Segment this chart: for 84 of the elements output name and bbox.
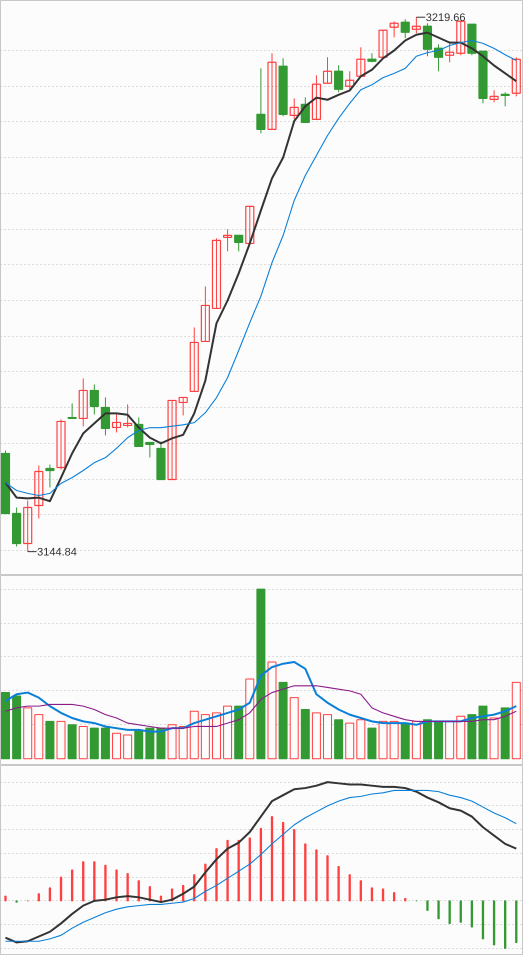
bar	[256, 588, 266, 760]
candlestick	[112, 414, 122, 433]
bar	[378, 720, 388, 760]
bar	[267, 662, 276, 760]
bar	[323, 714, 332, 760]
bar	[90, 728, 99, 760]
candlestick	[267, 52, 277, 130]
bar	[212, 712, 221, 760]
bar	[456, 716, 466, 760]
bar	[434, 720, 444, 760]
candlestick	[345, 70, 354, 91]
bar	[134, 729, 144, 760]
bar	[12, 695, 22, 760]
bar	[467, 714, 476, 760]
bar	[400, 722, 410, 760]
candlestick	[123, 404, 132, 428]
candlestick	[45, 464, 55, 488]
candlestick	[422, 22, 432, 57]
candlestick	[500, 92, 510, 107]
candlestick	[256, 68, 266, 134]
candlestick	[34, 465, 44, 519]
bar	[78, 726, 88, 760]
bar	[245, 678, 254, 760]
candlestick	[90, 384, 99, 415]
candlestick	[56, 418, 66, 470]
bar	[312, 712, 321, 760]
bar	[23, 707, 32, 760]
candlestick	[290, 98, 299, 120]
candlestick	[489, 90, 499, 103]
bar	[356, 719, 366, 760]
bar	[168, 724, 177, 760]
candlestick	[222, 228, 232, 252]
bar	[412, 720, 421, 760]
bar	[56, 720, 66, 760]
candlestick	[234, 234, 244, 252]
candlestick	[200, 286, 210, 342]
bar	[234, 706, 244, 760]
candlestick	[378, 30, 388, 58]
candlestick	[322, 56, 332, 84]
candlestick	[434, 44, 444, 72]
bar	[478, 706, 488, 760]
bar	[190, 710, 199, 760]
candlestick	[412, 16, 421, 34]
bar	[100, 728, 110, 760]
candlestick	[190, 326, 199, 392]
bar	[300, 709, 310, 760]
candlestick	[145, 442, 154, 458]
bar	[367, 728, 376, 760]
annotation: 3219.66	[426, 12, 466, 24]
bar	[512, 682, 521, 760]
candlestick	[23, 500, 32, 552]
candlestick	[245, 206, 254, 244]
bar	[145, 728, 154, 760]
bar	[278, 682, 288, 760]
bar	[334, 719, 344, 760]
bar	[178, 726, 188, 760]
bar	[34, 714, 44, 760]
candlestick	[312, 74, 322, 120]
candlestick	[390, 20, 399, 38]
bar	[45, 720, 54, 760]
bar	[156, 728, 166, 760]
bar	[422, 719, 432, 760]
candlestick	[334, 64, 344, 93]
bar	[223, 706, 232, 760]
bar	[290, 697, 299, 760]
candlestick	[356, 46, 366, 77]
candlestick	[178, 396, 188, 416]
annotation: 3144.84	[37, 546, 77, 559]
candlestick	[68, 402, 77, 420]
bar	[68, 724, 77, 760]
bar	[390, 720, 399, 760]
bar	[123, 734, 132, 760]
candlestick	[400, 18, 410, 39]
candlestick	[167, 400, 177, 480]
candlestick	[78, 378, 88, 427]
bar	[112, 732, 122, 760]
bar	[490, 718, 499, 760]
bar	[445, 720, 454, 760]
bar	[345, 722, 354, 760]
bar	[500, 707, 510, 760]
candlestick	[212, 238, 222, 310]
bar	[1, 692, 10, 760]
candlestick	[512, 56, 521, 97]
bar	[200, 714, 210, 760]
